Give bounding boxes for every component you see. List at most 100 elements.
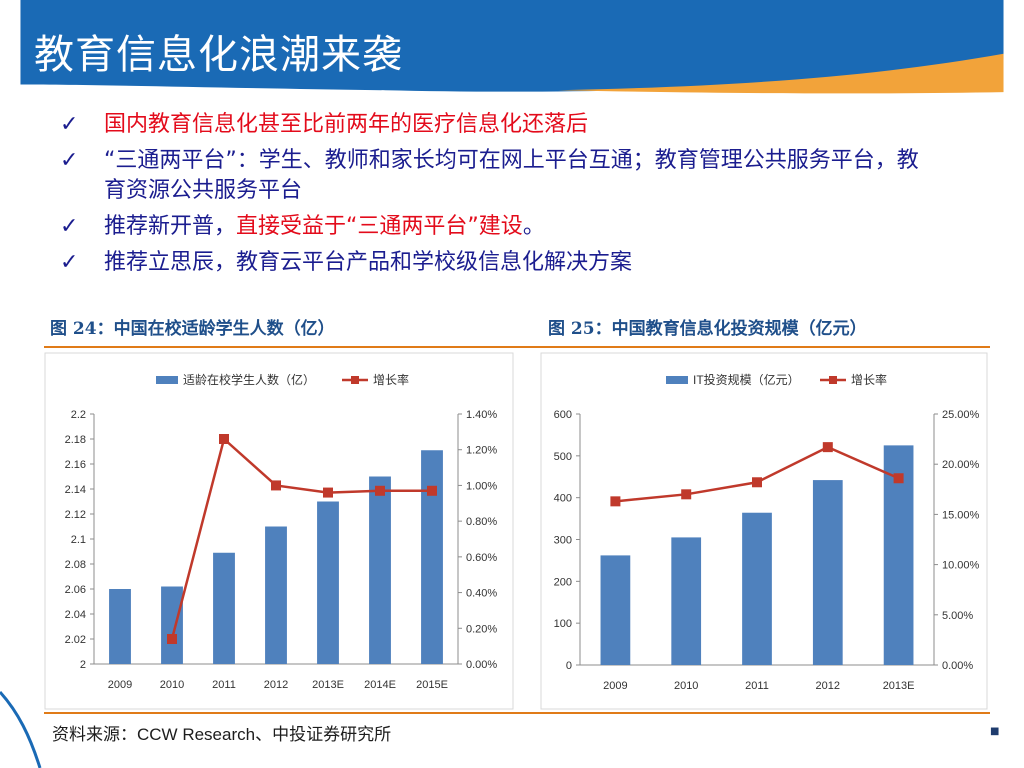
bullet-text: 国内教育信息化甚至比前两年的医疗信息化还落后: [104, 112, 589, 137]
x-tick-label: 2013E: [883, 680, 915, 692]
x-tick-label: 2013E: [312, 679, 344, 691]
bar: [742, 512, 772, 665]
y-right-tick-label: 0.20%: [466, 623, 497, 635]
figure-title-24: 图 24：中国在校适龄学生人数（亿）: [50, 319, 335, 339]
x-tick-label: 2010: [160, 679, 184, 691]
legend-bar-swatch: [666, 376, 688, 384]
legend-line-label: 增长率: [851, 372, 887, 387]
y-right-tick-label: 1.20%: [466, 445, 497, 457]
y-left-tick-label: 0: [566, 660, 572, 672]
bullet-item: ✓ 推荐新开普，直接受益于“三通两平台”建设。: [60, 212, 940, 242]
y-left-tick-label: 2.06: [65, 584, 86, 596]
growth-point: [375, 485, 385, 496]
figure-title-rule: [44, 346, 990, 348]
check-icon: ✓: [60, 250, 79, 275]
y-left-tick-label: 500: [554, 451, 572, 463]
growth-point: [681, 489, 692, 500]
bar: [317, 501, 339, 664]
bar: [265, 526, 287, 664]
legend-bar-label: 适龄在校学生人数（亿）: [183, 372, 315, 387]
figure-title-25: 图 25：中国教育信息化投资规模（亿元）: [548, 319, 867, 339]
growth-line: [170, 436, 432, 640]
y-right-tick-label: 1.40%: [466, 409, 497, 421]
legend-bar-label: IT投资规模（亿元）: [693, 372, 800, 387]
y-right-tick-label: 0.80%: [466, 516, 497, 528]
bar: [213, 552, 235, 664]
growth-point: [822, 442, 833, 453]
chart-it-investment: 0 100 200 300 400 500 600 0.00% 5.00% 10.00% 15.00…: [540, 352, 988, 710]
x-tick-label: 2011: [745, 680, 769, 692]
check-icon: ✓: [60, 214, 79, 239]
y-left-tick-label: 2.16: [65, 459, 86, 471]
growth-point: [219, 434, 229, 444]
x-tick-label: 2015E: [416, 679, 448, 691]
bar: [161, 586, 183, 664]
bullet-text: 推荐立思辰，教育云平台产品和学校级信息化解决方案: [104, 250, 633, 275]
y-left-tick-label: 200: [554, 576, 572, 588]
x-tick-label: 2014E: [364, 679, 396, 691]
y-left-tick-label: 2: [80, 659, 86, 671]
growth-point: [427, 485, 437, 496]
x-tick-label: 2009: [603, 680, 627, 692]
y-left-tick-label: 2.04: [65, 609, 86, 621]
bullet-item: ✓ 国内教育信息化甚至比前两年的医疗信息化还落后: [60, 110, 940, 140]
bar: [671, 537, 702, 665]
growth-point: [893, 473, 904, 484]
bullet-text: “三通两平台”：学生、教师和家长均可在网上平台互通；教育管理公共服务平台，教育资…: [104, 148, 919, 203]
x-tick-label: 2010: [674, 680, 698, 692]
y-left-tick-label: 600: [554, 409, 572, 421]
y-left-tick-label: 100: [554, 618, 572, 630]
bullet-text: 推荐新开普，: [104, 214, 237, 239]
chart-students: 2 2.02 2.04 2.06 2.08 2.1 2.12 2.14 2.16 2.18 2.2 0…: [44, 352, 514, 710]
y-left-tick-label: 2.1: [71, 534, 86, 546]
y-left-tick-label: 2.08: [65, 559, 86, 571]
growth-point: [752, 477, 762, 488]
y-right-tick-label: 5.00%: [942, 610, 973, 622]
y-right-tick-label: 0.00%: [942, 660, 973, 672]
x-tick-label: 2009: [108, 679, 132, 691]
y-left-tick-label: 2.18: [65, 434, 86, 446]
source-rule: [44, 712, 990, 714]
legend-bar-swatch: [156, 376, 178, 384]
y-right-tick-label: 1.00%: [466, 480, 497, 492]
y-right-tick-label: 25.00%: [942, 409, 980, 421]
bar: [109, 589, 131, 664]
y-left-tick-label: 400: [554, 493, 572, 505]
y-right-tick-label: 0.60%: [466, 552, 497, 564]
legend-line-label: 增长率: [373, 372, 409, 387]
bullet-text: 。: [522, 214, 545, 239]
y-right-tick-label: 15.00%: [942, 509, 980, 521]
bar: [600, 555, 631, 665]
bullet-list: ✓ 国内教育信息化甚至比前两年的医疗信息化还落后 ✓ “三通两平台”：学生、教师和家长…: [60, 110, 940, 284]
check-icon: ✓: [60, 148, 79, 173]
bar: [421, 450, 443, 664]
y-left-tick-label: 300: [554, 535, 572, 547]
header-banner: [20, 0, 1004, 94]
y-left-tick-label: 2.12: [65, 509, 86, 521]
bottom-decoration: [0, 690, 44, 768]
source-note: 资料来源：CCW Research、中投证券研究所: [52, 725, 392, 744]
legend-line-marker: [829, 376, 837, 384]
slide-title: 教育信息化浪潮来袭: [34, 32, 403, 78]
x-tick-label: 2012: [264, 679, 288, 691]
y-right-tick-label: 0.00%: [466, 659, 497, 671]
growth-point: [323, 487, 333, 498]
growth-point: [167, 634, 177, 644]
y-left-tick-label: 2.14: [65, 484, 86, 496]
y-right-tick-label: 10.00%: [942, 560, 980, 572]
bullet-text: 直接受益于“三通两平台”建设: [236, 214, 523, 239]
y-left-tick-label: 2.02: [65, 634, 86, 646]
logo-icon: ■: [990, 726, 1000, 737]
bullet-item: ✓ “三通两平台”：学生、教师和家长均可在网上平台互通；教育管理公共服务平台，教育…: [60, 146, 940, 206]
bar: [369, 476, 391, 664]
y-right-tick-label: 20.00%: [942, 459, 980, 471]
y-right-tick-label: 0.40%: [466, 588, 497, 600]
legend-line-marker: [351, 376, 359, 384]
growth-point: [610, 496, 621, 507]
x-tick-label: 2011: [212, 679, 236, 691]
growth-point: [271, 480, 281, 491]
bar: [812, 480, 843, 665]
bullet-item: ✓ 推荐立思辰，教育云平台产品和学校级信息化解决方案: [60, 248, 940, 278]
x-tick-label: 2012: [816, 680, 840, 692]
check-icon: ✓: [60, 112, 79, 137]
